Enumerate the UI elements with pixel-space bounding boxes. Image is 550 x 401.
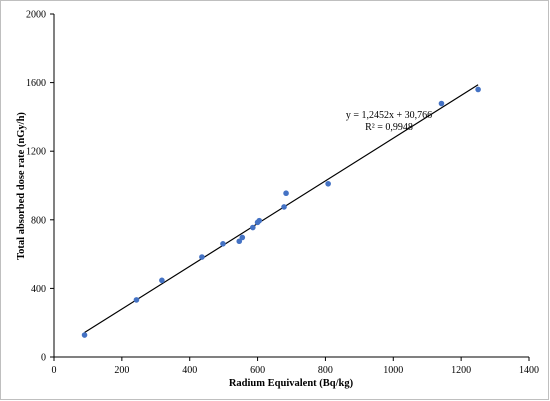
data-point — [256, 217, 263, 224]
y-ticks: 0 400 800 1200 1600 2000 — [26, 10, 54, 364]
data-point — [81, 332, 88, 338]
trendline — [84, 84, 479, 334]
y-tick-label: 1200 — [26, 147, 46, 158]
data-point — [325, 180, 331, 187]
x-tick-label: 200 — [114, 365, 129, 376]
data-point — [239, 234, 246, 241]
data-point — [250, 224, 256, 231]
y-tick-label: 800 — [31, 215, 46, 226]
data-point — [475, 86, 481, 93]
x-tick-label: 600 — [250, 365, 265, 376]
data-point — [283, 190, 289, 197]
x-tick-label: 1400 — [519, 365, 539, 376]
y-tick-label: 0 — [41, 353, 46, 364]
x-axis-title: Radium Equivalent (Bq/kg) — [229, 378, 354, 389]
data-point — [199, 254, 205, 260]
trendline-equation: y = 1,2452x + 30,766 — [346, 110, 432, 121]
data-points — [81, 86, 481, 338]
data-point — [281, 204, 287, 210]
y-axis-title: Total absorbed dose rate (nGy/h) — [16, 112, 27, 260]
x-ticks: 0 200 400 600 800 1000 1200 1400 — [52, 357, 539, 376]
x-tick-label: 800 — [318, 365, 333, 376]
data-point — [159, 277, 165, 284]
x-tick-label: 1000 — [383, 365, 403, 376]
x-tick-label: 1200 — [451, 365, 471, 376]
y-tick-label: 2000 — [26, 10, 46, 21]
x-tick-label: 400 — [182, 365, 197, 376]
data-point — [236, 238, 243, 245]
data-point — [438, 100, 445, 107]
axes — [53, 14, 529, 358]
trendline-r-squared: R² = 0,9948 — [365, 122, 413, 133]
data-point — [133, 297, 140, 303]
data-point — [220, 241, 226, 247]
y-tick-label: 1600 — [26, 78, 46, 89]
y-tick-label: 400 — [31, 284, 46, 295]
x-tick-label: 0 — [52, 365, 57, 376]
